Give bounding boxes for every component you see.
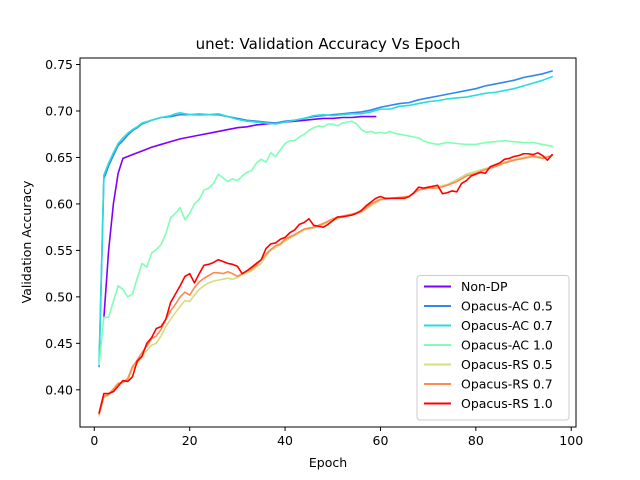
series-line-opacus-rs-1-0 (98, 152, 553, 414)
x-tick-label: 80 (468, 433, 484, 448)
series-line-non-dp (103, 115, 377, 320)
y-axis: 0.40 0.45 0.50 0.55 0.60 0.65 0.70 0.75 (45, 57, 80, 397)
plot-frame (79, 57, 577, 428)
y-tick-label: 0.75 (45, 57, 73, 72)
legend-label: Opacus-RS 1.0 (461, 396, 553, 411)
chart-title: unet: Validation Accuracy Vs Epoch (196, 35, 461, 53)
y-tick-label: 0.70 (45, 103, 73, 118)
y-tick-label: 0.55 (45, 243, 73, 258)
series-line-opacus-rs-0-5 (98, 154, 553, 417)
x-axis-title: Epoch (309, 455, 347, 470)
plot-area (98, 70, 553, 417)
x-tick-label: 20 (182, 433, 198, 448)
x-tick-label: 60 (373, 433, 389, 448)
legend-label: Opacus-RS 0.7 (461, 377, 553, 392)
y-tick-label: 0.40 (45, 382, 73, 397)
legend-label: Opacus-RS 0.5 (461, 357, 553, 372)
legend-label: Opacus-AC 0.7 (461, 318, 553, 333)
x-tick-label: 40 (277, 433, 293, 448)
legend-label: Non-DP (461, 279, 508, 294)
legend-label: Opacus-AC 1.0 (461, 338, 553, 353)
y-tick-label: 0.50 (45, 289, 73, 304)
x-tick-label: 100 (559, 433, 583, 448)
y-axis-title: Validation Accuracy (19, 180, 34, 303)
y-tick-label: 0.45 (45, 336, 73, 351)
series-line-opacus-ac-0-7 (98, 75, 553, 363)
x-tick-label: 0 (90, 433, 98, 448)
x-axis: 0 20 40 60 80 100 (90, 427, 583, 448)
legend-box (416, 275, 570, 421)
legend: Non-DP Opacus-AC 0.5 Opacus-AC 0.7 Opacus-A… (416, 275, 570, 421)
y-tick-label: 0.65 (45, 150, 73, 165)
y-tick-label: 0.60 (45, 196, 73, 211)
legend-label: Opacus-AC 0.5 (461, 299, 553, 314)
series-line-opacus-ac-1-0 (98, 120, 553, 366)
